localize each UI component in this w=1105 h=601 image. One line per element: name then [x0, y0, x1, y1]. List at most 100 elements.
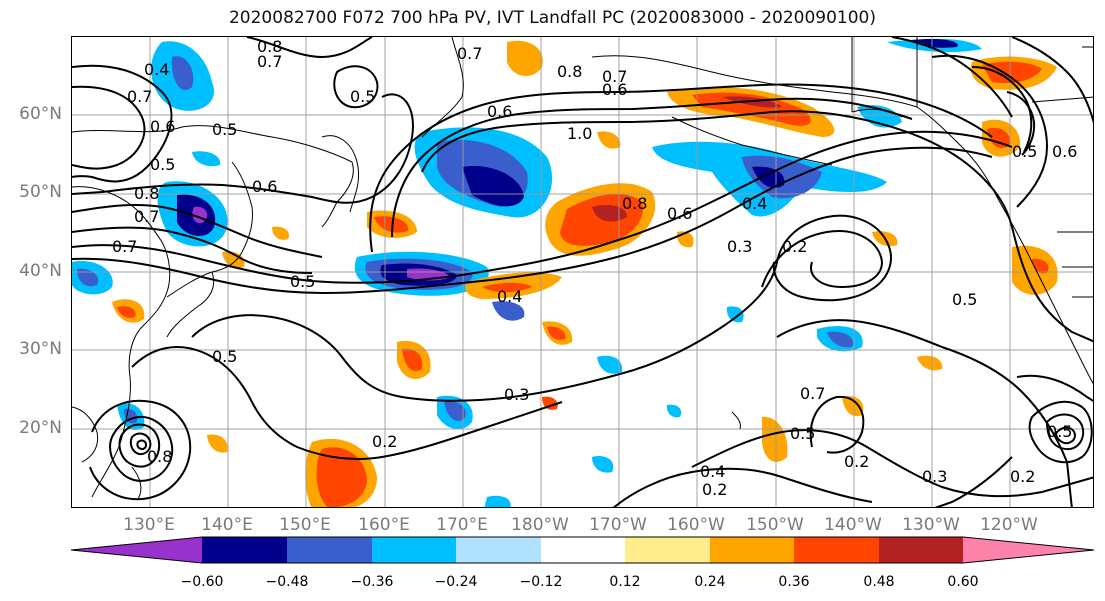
lon-label-140w: 140°W — [824, 515, 882, 535]
pv-positive-region — [117, 306, 136, 318]
lon-label-120w: 120°W — [980, 515, 1038, 535]
contour-label: 0.5 — [150, 155, 175, 174]
contour-label: 0.3 — [727, 237, 752, 256]
pv-positive-region — [560, 193, 643, 246]
pv-positive-region — [692, 92, 811, 126]
pv-negative-region — [597, 355, 623, 374]
pv-positive-region — [1012, 245, 1058, 295]
pv-positive-region — [316, 447, 367, 507]
colorbar-tick-label: −0.48 — [265, 574, 309, 590]
pv-positive-region — [982, 61, 1042, 84]
lon-label-130e: 130°E — [123, 515, 175, 535]
colorbar-tick-label: −0.36 — [350, 574, 394, 590]
contour-label: 0.7 — [127, 87, 152, 106]
pv-positive-region — [272, 226, 290, 240]
colorbar-tick-label: 0.60 — [947, 574, 979, 590]
coastlines — [72, 37, 1093, 500]
contour-label: 0.8 — [257, 37, 282, 56]
contour-label: 0.6 — [252, 177, 277, 196]
pv-negative-region — [484, 495, 511, 507]
colorbar-segment — [963, 537, 1094, 563]
contour-label: 0.5 — [290, 272, 315, 291]
pv-positive-region — [762, 416, 788, 462]
pv-positive-region — [402, 348, 423, 371]
contour-label: 0.4 — [700, 462, 725, 481]
contour-label: 0.5 — [952, 290, 977, 309]
pv-negative-region — [666, 404, 682, 418]
colorbar-outline — [70, 536, 1095, 564]
contour-label: 0.3 — [922, 467, 947, 486]
pv-negative-region — [171, 56, 194, 91]
contour-label: 0.2 — [844, 452, 869, 471]
pv-negative-region — [857, 105, 902, 128]
contour-label: 0.5 — [212, 120, 237, 139]
lon-label-170e: 170°E — [436, 515, 488, 535]
contour-label: 0.5 — [212, 347, 237, 366]
pv-positive-region — [374, 216, 409, 233]
colorbar-tick-label: −0.24 — [434, 574, 478, 590]
contour-label: 0.8 — [147, 447, 172, 466]
contour-label: 0.6 — [150, 117, 175, 136]
colorbar-tick-label: 0.12 — [609, 574, 641, 590]
pv-positive-region — [207, 434, 228, 453]
pv-negative-region — [192, 151, 221, 167]
contour-label: 0.5 — [1047, 422, 1072, 441]
map-panel: 0.8 0.7 0.4 0.7 0.6 0.5 0.8 0.7 0.6 1.0 … — [71, 36, 1094, 508]
lat-label-20n: 20°N — [19, 418, 62, 438]
contour-label: 1.0 — [567, 124, 592, 143]
lat-label-40n: 40°N — [19, 261, 62, 281]
contour-label: 0.3 — [504, 385, 529, 404]
colorbar-tick-label: 0.24 — [694, 574, 726, 590]
graticule — [72, 37, 1093, 507]
pv-positive-region — [842, 396, 864, 417]
lon-label-160e: 160°E — [358, 515, 410, 535]
contour-label: 0.7 — [112, 237, 137, 256]
contour-label: 0.7 — [457, 44, 482, 63]
colorbar-tick-label: 0.48 — [863, 574, 895, 590]
pv-negative-region — [462, 166, 524, 207]
pv-positive-region — [917, 355, 943, 371]
colorbar-segment — [456, 537, 541, 563]
colorbar-segment — [372, 537, 456, 563]
contour-label: 0.4 — [497, 287, 522, 306]
contour-label: 0.4 — [144, 60, 169, 79]
colorbar-segment — [202, 537, 287, 563]
lon-label-140e: 140°E — [201, 515, 253, 535]
pv-negative-region — [726, 306, 744, 323]
colorbar-tick-label: −0.12 — [519, 574, 563, 590]
colorbar-segment — [710, 537, 794, 563]
map-canvas: 0.8 0.7 0.4 0.7 0.6 0.5 0.8 0.7 0.6 1.0 … — [72, 37, 1093, 507]
contour-label: 0.6 — [487, 102, 512, 121]
colorbar-segment — [794, 537, 879, 563]
lon-label-150w: 150°W — [746, 515, 804, 535]
contour-label: 0.7 — [800, 384, 825, 403]
contour-label: 0.2 — [782, 237, 807, 256]
lon-label-160w: 160°W — [667, 515, 725, 535]
contour-label: 0.6 — [602, 80, 627, 99]
lon-label-130w: 130°W — [902, 515, 960, 535]
contour-label: 0.5 — [1012, 142, 1037, 161]
lon-label-150e: 150°E — [279, 515, 331, 535]
pv-positive-region — [592, 205, 627, 222]
contour-label: 0.8 — [622, 194, 647, 213]
lon-label-180w: 180°W — [511, 515, 569, 535]
colorbar-segment — [625, 537, 710, 563]
pv-negative-region — [492, 301, 525, 321]
pv-positive-region — [482, 282, 532, 293]
contour-label: 0.2 — [1010, 467, 1035, 486]
contour-label: 0.5 — [350, 87, 375, 106]
contour-label: 0.8 — [134, 184, 159, 203]
contour-label: 0.8 — [557, 62, 582, 81]
pv-negative-region — [77, 268, 99, 287]
pv-positive-region — [507, 40, 543, 77]
contour-label: 0.7 — [134, 207, 159, 226]
colorbar-segment — [879, 537, 963, 563]
contour-label: 0.4 — [742, 194, 767, 213]
contour-label: 0.6 — [667, 204, 692, 223]
pv-negative-region — [444, 401, 466, 422]
colorbar-segment — [541, 537, 625, 563]
contour-label: 0.7 — [602, 67, 627, 86]
lat-label-30n: 30°N — [19, 339, 62, 359]
contour-label: 0.2 — [372, 432, 397, 451]
colorbar-segment — [71, 537, 202, 563]
